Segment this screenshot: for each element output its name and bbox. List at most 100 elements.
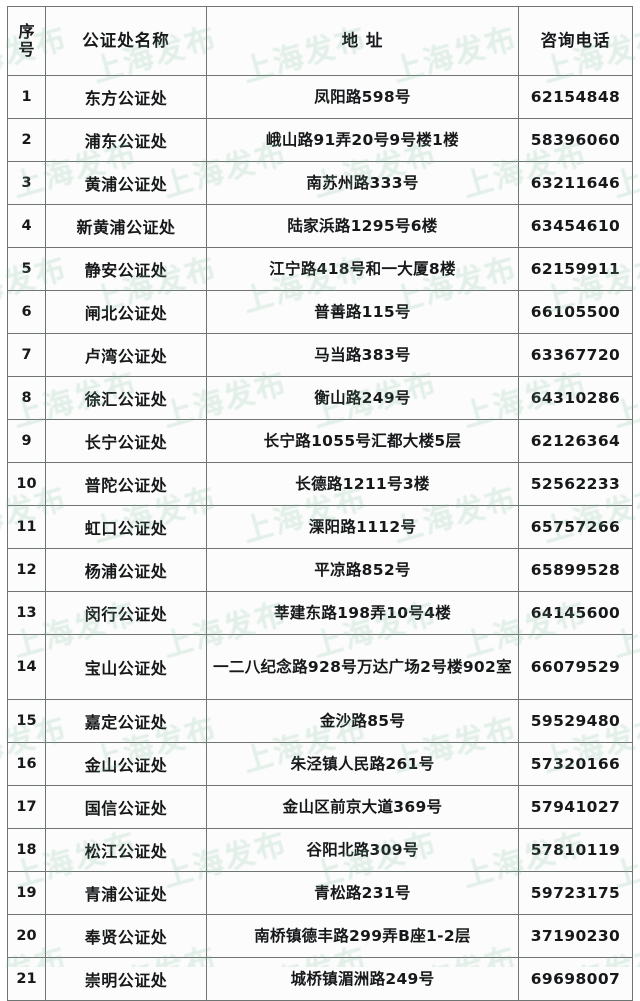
table-row: 19 青浦公证处 青松路231号 59723175 <box>7 871 633 915</box>
cell-phone: 59529480 <box>518 699 633 743</box>
cell-name: 金山公证处 <box>45 742 207 786</box>
index-header-char-2: 号 <box>18 40 35 59</box>
table-row: 5 静安公证处 江宁路418号和一大厦8楼 62159911 <box>7 247 633 291</box>
table-row: 13 闵行公证处 莘建东路198弄10号4楼 64145600 <box>7 591 633 635</box>
cell-phone: 37190230 <box>518 914 633 958</box>
column-header-phone: 咨询电话 <box>518 6 633 76</box>
cell-index: 12 <box>7 548 46 592</box>
table-row: 15 嘉定公证处 金沙路85号 59529480 <box>7 699 633 743</box>
cell-phone: 57320166 <box>518 742 633 786</box>
cell-index: 16 <box>7 742 46 786</box>
cell-name: 松江公证处 <box>45 828 207 872</box>
cell-phone: 57941027 <box>518 785 633 829</box>
cell-phone: 63211646 <box>518 161 633 205</box>
cell-name: 嘉定公证处 <box>45 699 207 743</box>
cell-name: 浦东公证处 <box>45 118 207 162</box>
cell-name: 新黄浦公证处 <box>45 204 207 248</box>
cell-address: 溧阳路1112号 <box>206 505 519 549</box>
cell-name: 宝山公证处 <box>45 634 207 700</box>
cell-phone: 64145600 <box>518 591 633 635</box>
cell-address: 金山区前京大道369号 <box>206 785 519 829</box>
table-row: 21 崇明公证处 城桥镇湄洲路249号 69698007 <box>7 957 633 1001</box>
cell-phone: 65757266 <box>518 505 633 549</box>
table-row: 3 黄浦公证处 南苏州路333号 63211646 <box>7 161 633 205</box>
cell-phone: 62159911 <box>518 247 633 291</box>
cell-address: 马当路383号 <box>206 333 519 377</box>
table-row: 16 金山公证处 朱泾镇人民路261号 57320166 <box>7 742 633 786</box>
cell-address: 长德路1211号3楼 <box>206 462 519 506</box>
index-header-char-1: 序 <box>18 21 35 41</box>
table-row: 20 奉贤公证处 南桥镇德丰路299弄B座1-2层 37190230 <box>7 914 633 958</box>
cell-address: 凤阳路598号 <box>206 75 519 119</box>
cell-address: 峨山路91弄20号9号楼1楼 <box>206 118 519 162</box>
cell-name: 崇明公证处 <box>45 957 207 1001</box>
notary-office-table: 序 号 公证处名称 地 址 咨询电话 1 东方公证处 凤阳路598号 62154848… <box>7 6 633 1001</box>
cell-phone: 52562233 <box>518 462 633 506</box>
cell-index: 21 <box>7 957 46 1001</box>
cell-address: 南桥镇德丰路299弄B座1-2层 <box>206 914 519 958</box>
cell-index: 10 <box>7 462 46 506</box>
cell-index: 20 <box>7 914 46 958</box>
cell-phone: 65899528 <box>518 548 633 592</box>
table-row: 1 东方公证处 凤阳路598号 62154848 <box>7 75 633 119</box>
table-row: 11 虹口公证处 溧阳路1112号 65757266 <box>7 505 633 549</box>
cell-name: 东方公证处 <box>45 75 207 119</box>
cell-name: 杨浦公证处 <box>45 548 207 592</box>
cell-address: 陆家浜路1295号6楼 <box>206 204 519 248</box>
cell-phone: 62154848 <box>518 75 633 119</box>
table-body: 1 东方公证处 凤阳路598号 62154848 2 浦东公证处 峨山路91弄20号9号楼1… <box>7 75 633 1001</box>
cell-index: 15 <box>7 699 46 743</box>
cell-index: 17 <box>7 785 46 829</box>
table-row: 12 杨浦公证处 平凉路852号 65899528 <box>7 548 633 592</box>
cell-address: 城桥镇湄洲路249号 <box>206 957 519 1001</box>
column-header-address: 地 址 <box>206 6 519 76</box>
cell-name: 虹口公证处 <box>45 505 207 549</box>
cell-address: 朱泾镇人民路261号 <box>206 742 519 786</box>
cell-index: 18 <box>7 828 46 872</box>
cell-index: 11 <box>7 505 46 549</box>
table-row: 7 卢湾公证处 马当路383号 63367720 <box>7 333 633 377</box>
cell-phone: 63454610 <box>518 204 633 248</box>
cell-name: 长宁公证处 <box>45 419 207 463</box>
cell-phone: 62126364 <box>518 419 633 463</box>
cell-address: 谷阳北路309号 <box>206 828 519 872</box>
table-row: 17 国信公证处 金山区前京大道369号 57941027 <box>7 785 633 829</box>
table-row: 8 徐汇公证处 衡山路249号 64310286 <box>7 376 633 420</box>
cell-name: 黄浦公证处 <box>45 161 207 205</box>
cell-index: 8 <box>7 376 46 420</box>
cell-phone: 64310286 <box>518 376 633 420</box>
cell-index: 9 <box>7 419 46 463</box>
cell-phone: 69698007 <box>518 957 633 1001</box>
cell-address: 莘建东路198弄10号4楼 <box>206 591 519 635</box>
cell-name: 青浦公证处 <box>45 871 207 915</box>
table-header-row: 序 号 公证处名称 地 址 咨询电话 <box>7 6 633 76</box>
cell-index: 13 <box>7 591 46 635</box>
cell-address: 普善路115号 <box>206 290 519 334</box>
cell-address: 衡山路249号 <box>206 376 519 420</box>
table-row: 18 松江公证处 谷阳北路309号 57810119 <box>7 828 633 872</box>
cell-name: 国信公证处 <box>45 785 207 829</box>
cell-index: 5 <box>7 247 46 291</box>
cell-address: 长宁路1055号汇都大楼5层 <box>206 419 519 463</box>
table-row: 9 长宁公证处 长宁路1055号汇都大楼5层 62126364 <box>7 419 633 463</box>
table-row: 10 普陀公证处 长德路1211号3楼 52562233 <box>7 462 633 506</box>
cell-index: 4 <box>7 204 46 248</box>
notary-office-table-container: 序 号 公证处名称 地 址 咨询电话 1 东方公证处 凤阳路598号 62154848… <box>7 6 633 1001</box>
cell-address: 南苏州路333号 <box>206 161 519 205</box>
cell-index: 19 <box>7 871 46 915</box>
cell-phone: 63367720 <box>518 333 633 377</box>
cell-phone: 66079529 <box>518 634 633 700</box>
cell-name: 闵行公证处 <box>45 591 207 635</box>
cell-name: 徐汇公证处 <box>45 376 207 420</box>
cell-phone: 58396060 <box>518 118 633 162</box>
cell-name: 闸北公证处 <box>45 290 207 334</box>
cell-phone: 66105500 <box>518 290 633 334</box>
table-row: 2 浦东公证处 峨山路91弄20号9号楼1楼 58396060 <box>7 118 633 162</box>
cell-index: 2 <box>7 118 46 162</box>
cell-address: 江宁路418号和一大厦8楼 <box>206 247 519 291</box>
cell-name: 奉贤公证处 <box>45 914 207 958</box>
table-row: 4 新黄浦公证处 陆家浜路1295号6楼 63454610 <box>7 204 633 248</box>
cell-index: 14 <box>7 634 46 700</box>
cell-index: 3 <box>7 161 46 205</box>
cell-name: 静安公证处 <box>45 247 207 291</box>
